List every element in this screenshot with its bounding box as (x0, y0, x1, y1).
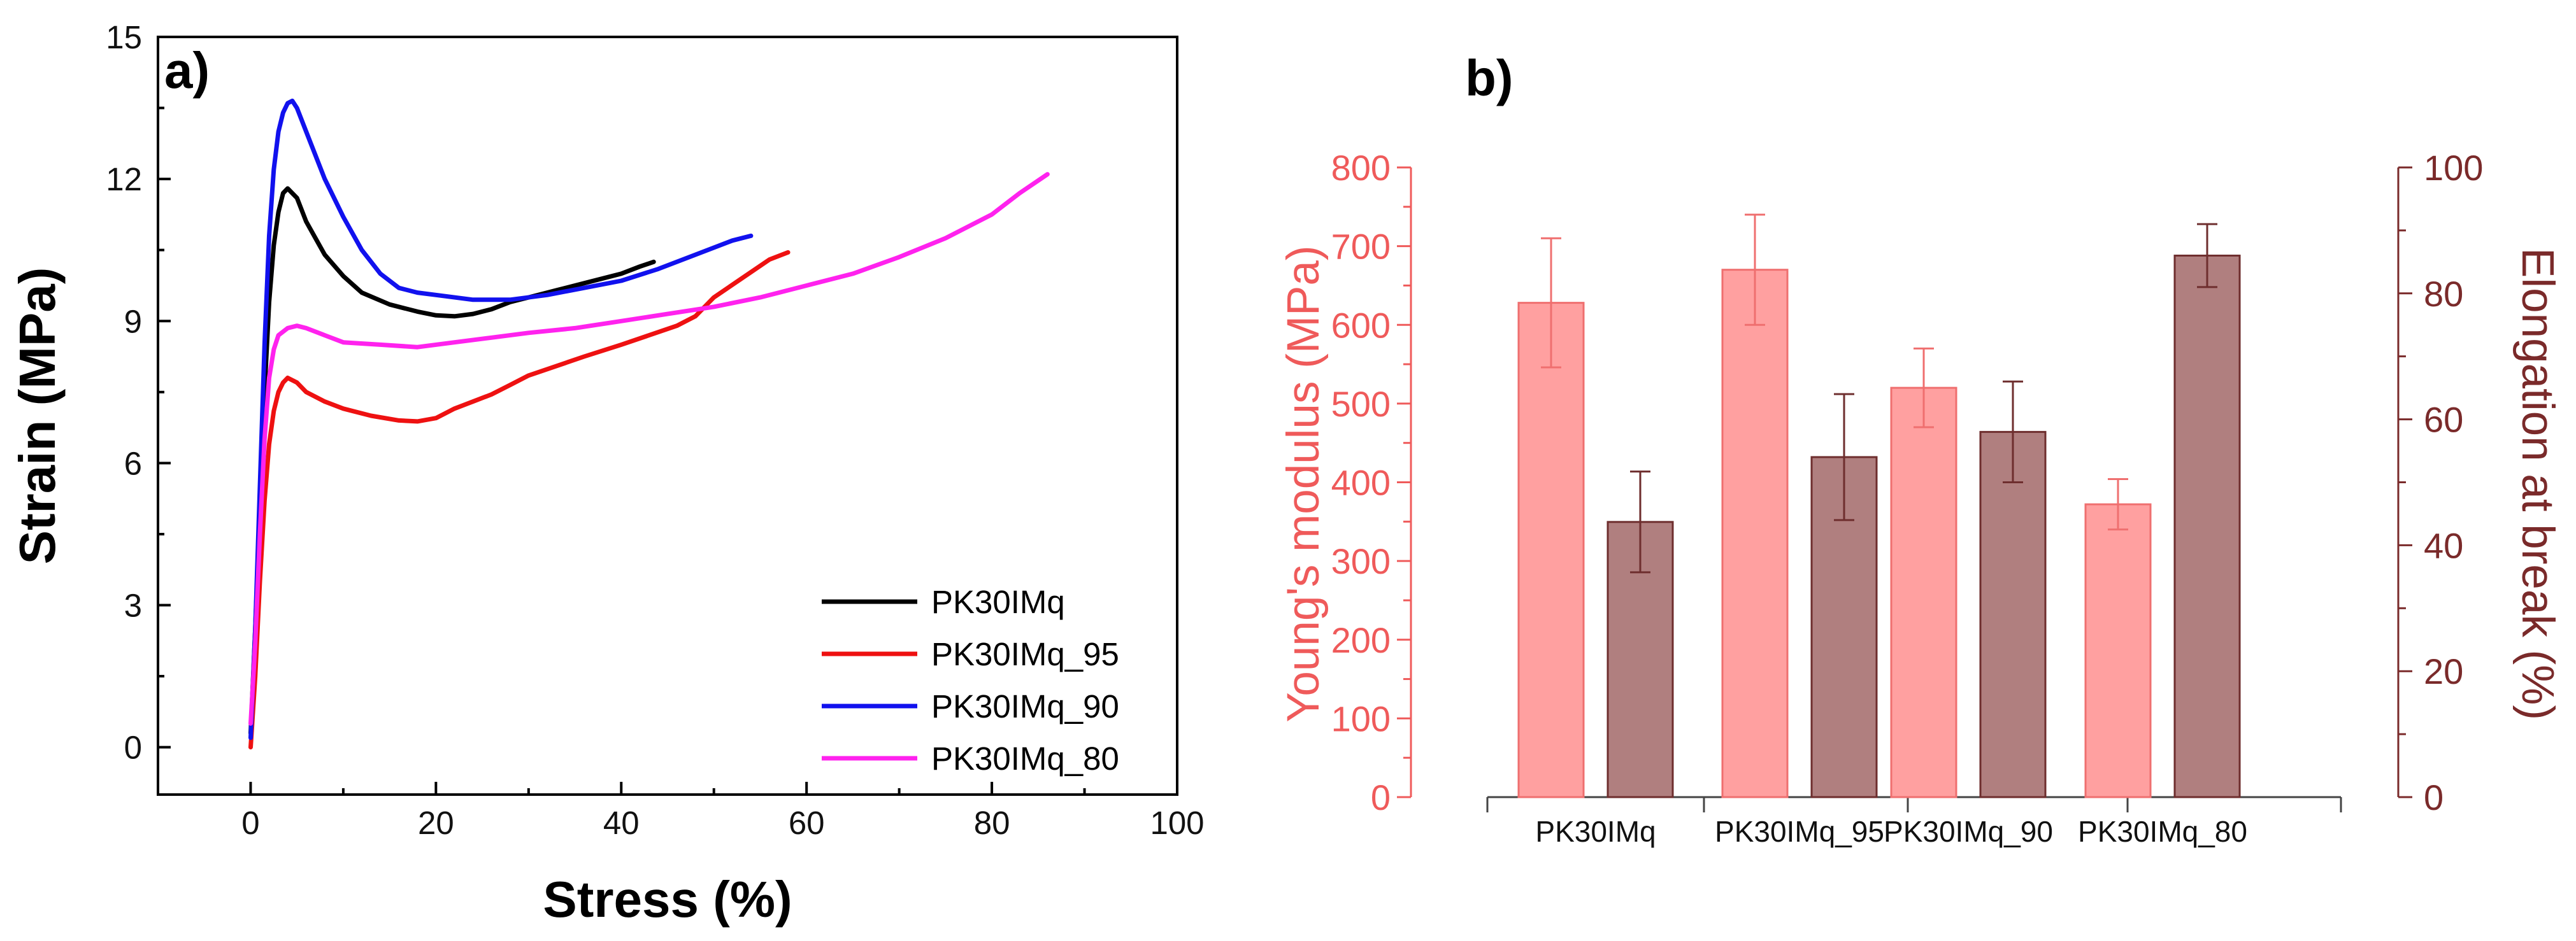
series-line-pk30imq-90 (248, 98, 754, 740)
right-tick-label: 40 (2424, 525, 2463, 565)
panel-b-label: b) (1465, 50, 1513, 106)
y-tick-label: 0 (124, 730, 142, 766)
x-tick-label: 60 (789, 805, 825, 841)
panel-a-label: a) (164, 42, 210, 99)
right-tick-label: 60 (2424, 400, 2463, 440)
category-label: PK30IMq (1535, 815, 1656, 848)
bar-young-s-modulus (2084, 503, 2152, 798)
category-label: PK30IMq_95 (1715, 815, 1884, 848)
panel-b-left-axis-title: Young's modulus (MPa) (1278, 246, 1329, 723)
legend-label: PK30IMq_90 (931, 688, 1119, 725)
left-tick-label: 200 (1331, 620, 1391, 660)
panel-b-category-labels: PK30IMq PK30IMq_95 PK30IMq_90 PK30IMq_80 (1535, 815, 2247, 848)
left-tick-label: 400 (1331, 463, 1391, 503)
y-tick-label: 15 (106, 19, 142, 55)
panel-a-x-axis: 0 20 40 60 80 100 (157, 782, 1205, 841)
panel-b-bars (1517, 213, 2241, 798)
x-tick-label: 0 (241, 805, 259, 841)
left-tick-label: 700 (1331, 227, 1391, 267)
bar-young-s-modulus (1721, 269, 1789, 798)
x-tick-label: 80 (974, 805, 1010, 841)
panel-a-series-lines (248, 98, 1050, 750)
x-tick-label: 20 (418, 805, 454, 841)
left-tick-label: 600 (1331, 305, 1391, 345)
series-line-pk30imq-95 (248, 250, 791, 750)
panel-a-x-axis-title: Stress (%) (543, 871, 792, 928)
bar-young-s-modulus (1517, 302, 1585, 798)
series-line-pk30imq (248, 186, 656, 735)
panel-a-plot-frame (157, 36, 1178, 796)
x-tick-label: 40 (603, 805, 640, 841)
right-tick-label: 20 (2424, 651, 2463, 691)
legend-label: PK30IMq_80 (931, 740, 1119, 777)
bar-elongation-at-break (2173, 254, 2241, 798)
left-tick-label: 0 (1371, 777, 1391, 817)
legend-label: PK30IMq (931, 584, 1065, 620)
right-tick-label: 80 (2424, 274, 2463, 314)
series-line-pk30imq-80 (248, 172, 1050, 726)
right-tick-label: 0 (2424, 777, 2444, 817)
left-tick-label: 300 (1331, 541, 1391, 581)
legend-label: PK30IMq_95 (931, 636, 1119, 672)
panel-a-line-chart: a) 0 20 40 60 80 100 0 3 6 9 12 15 Stress (%) Stra… (9, 19, 1205, 928)
right-tick-label: 100 (2424, 148, 2483, 188)
panel-b-right-axis-title: Elongation at break (%) (2512, 248, 2563, 720)
bar-young-s-modulus (1890, 386, 1957, 798)
panel-b-bar-chart: b) 0 100 200 300 400 500 600 700 800 0 20 40 60 80 100… (1278, 50, 2563, 848)
y-tick-label: 12 (106, 161, 142, 197)
category-label: PK30IMq_80 (2078, 815, 2247, 848)
x-tick-label: 100 (1150, 805, 1204, 841)
panel-a-legend: PK30IMq PK30IMq_95 PK30IMq_90 PK30IMq_80 (822, 584, 1119, 777)
panel-a-y-axis: 0 3 6 9 12 15 (106, 19, 171, 766)
left-tick-label: 800 (1331, 148, 1391, 188)
left-tick-label: 100 (1331, 698, 1391, 739)
category-label: PK30IMq_90 (1884, 815, 2053, 848)
y-tick-label: 6 (124, 445, 142, 481)
bar-elongation-at-break (1979, 430, 2047, 798)
y-tick-label: 3 (124, 588, 142, 624)
panel-a-y-axis-title: Strain (MPa) (9, 267, 66, 565)
y-tick-label: 9 (124, 303, 142, 339)
left-tick-label: 500 (1331, 384, 1391, 424)
